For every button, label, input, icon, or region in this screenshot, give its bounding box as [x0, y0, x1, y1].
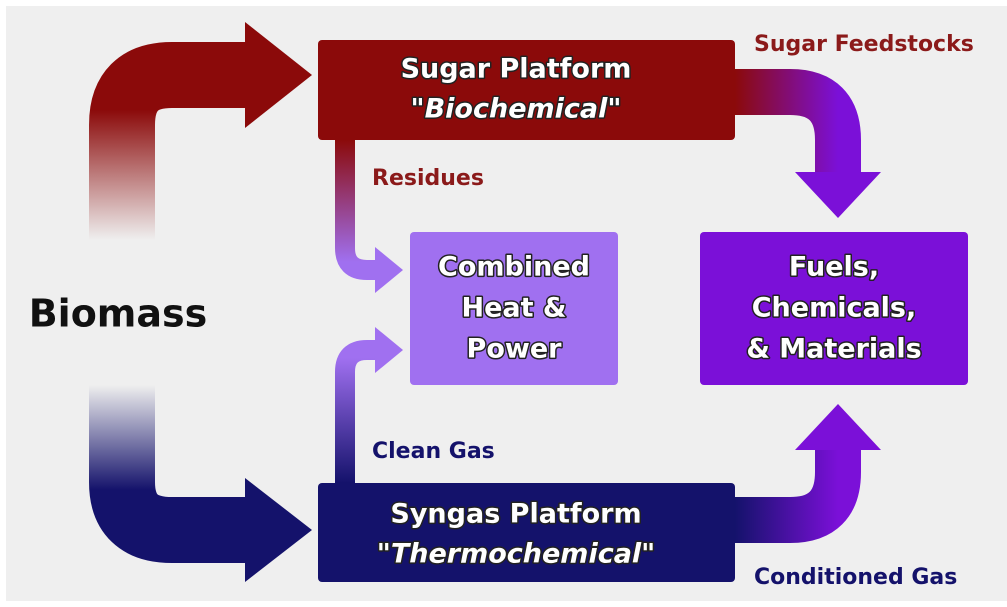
node-label: & Materials: [746, 334, 921, 365]
arrow-head: [245, 478, 312, 582]
arrow: [735, 69, 861, 178]
node-label: Combined: [438, 252, 590, 283]
arrow-head: [795, 404, 881, 450]
arrow: [89, 42, 250, 240]
arrow: [335, 140, 380, 280]
syngas-box: [318, 483, 735, 582]
arrow-head: [375, 327, 403, 373]
node-label: Fuels,: [789, 252, 879, 283]
edge-label: Sugar Feedstocks: [754, 32, 974, 57]
node-label: Power: [467, 334, 563, 365]
node-label: Heat &: [462, 293, 567, 324]
edge-label: Clean Gas: [372, 439, 495, 464]
arrow-head: [795, 172, 881, 218]
node-label: Syngas Platform: [390, 499, 641, 530]
edge-label: Conditioned Gas: [754, 565, 957, 590]
chp-box: [410, 232, 618, 385]
edge-label: Residues: [372, 166, 484, 191]
arrows: [89, 22, 881, 582]
node-sublabel: "Biochemical": [411, 94, 622, 125]
arrow-head: [245, 22, 312, 128]
node-sublabel: "Thermochemical": [377, 539, 656, 570]
arrow-head: [375, 247, 403, 293]
arrow: [335, 340, 380, 483]
fuels-box: [700, 232, 968, 385]
arrow: [89, 385, 250, 563]
node-label: Sugar Platform: [401, 54, 632, 85]
biomass-label: Biomass: [29, 292, 208, 336]
sugar-box: [318, 40, 735, 140]
arrow: [735, 444, 861, 543]
node-label: Chemicals,: [752, 293, 917, 324]
